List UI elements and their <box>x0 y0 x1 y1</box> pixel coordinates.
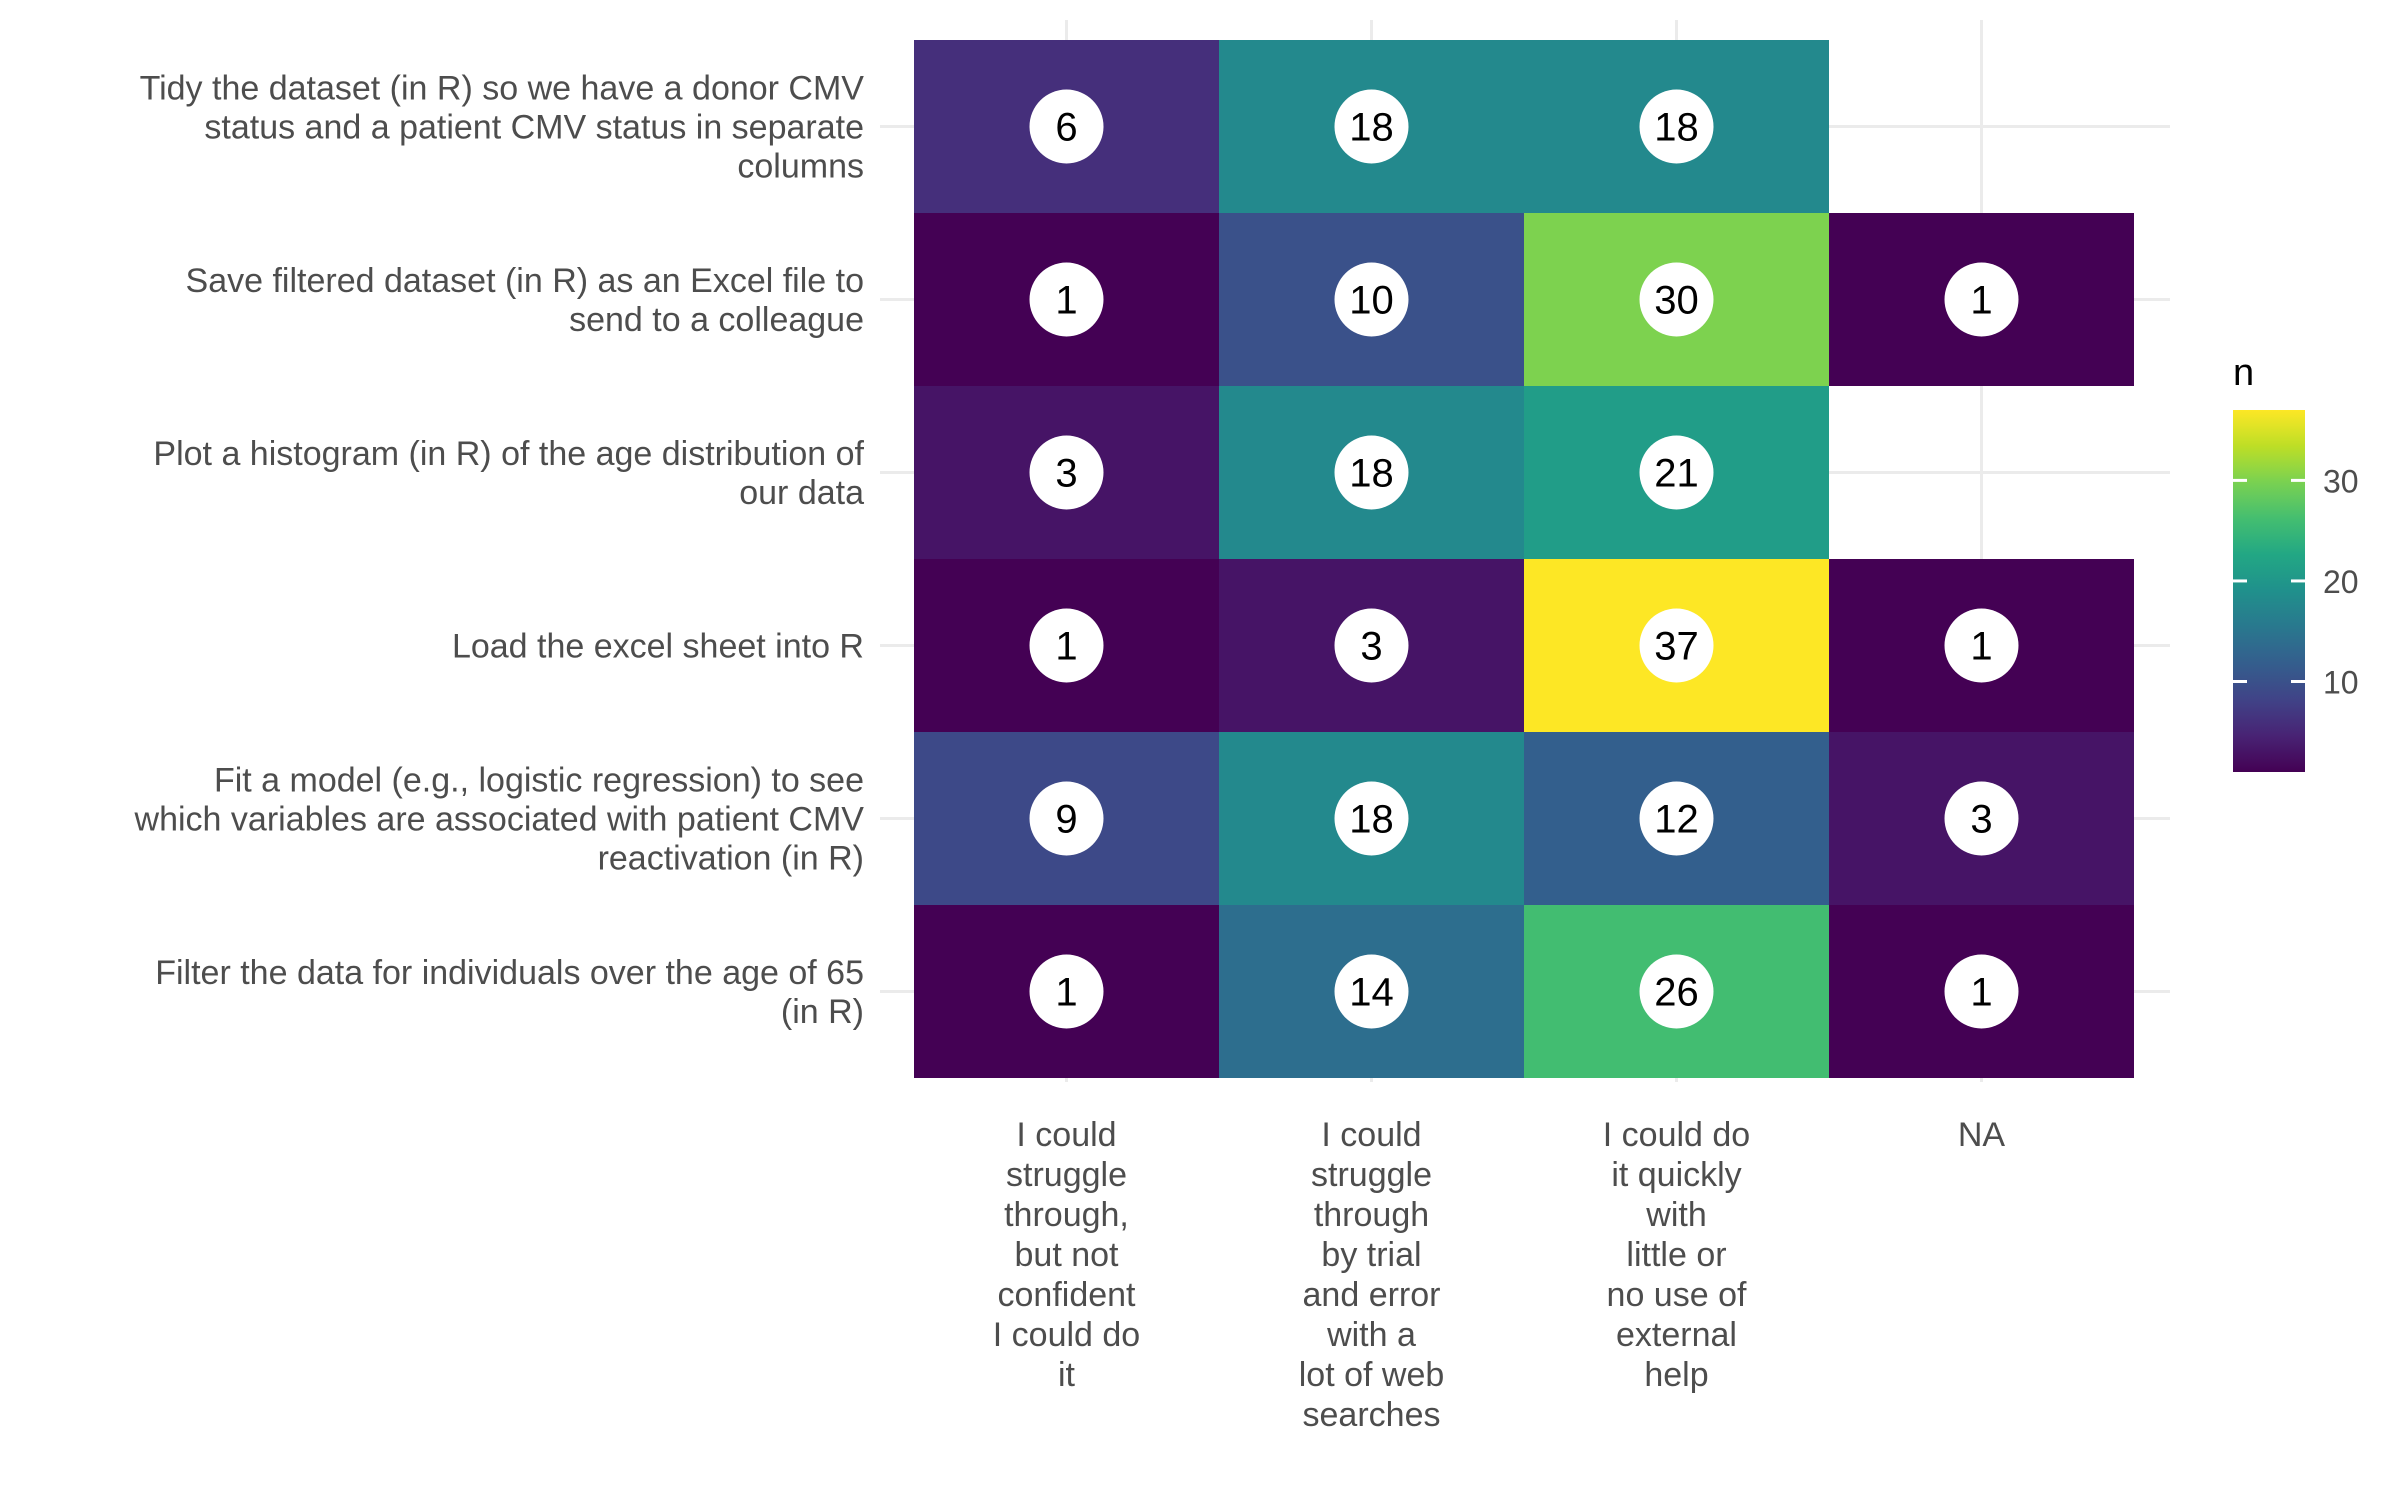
x-tick-label: NA <box>1958 1116 2006 1154</box>
cell-value-label: 12 <box>1654 798 1699 842</box>
cell-value-label: 18 <box>1349 106 1394 150</box>
cell-value-label: 37 <box>1654 625 1699 669</box>
cell-value-label: 6 <box>1055 106 1077 150</box>
cell-value-label: 1 <box>1055 279 1077 323</box>
cell-label-background <box>1029 89 1104 164</box>
cell-value-label: 1 <box>1970 971 1992 1015</box>
y-tick-label: Tidy the dataset (in R) so we have a don… <box>140 70 865 186</box>
cell-label-background <box>1639 608 1714 683</box>
cell-label-background <box>1334 954 1409 1029</box>
y-tick-label: Fit a model (e.g., logistic regression) … <box>134 762 865 878</box>
cell-value-label: 26 <box>1654 971 1699 1015</box>
cell-label-background <box>1639 781 1714 856</box>
cell-label-background <box>1639 89 1714 164</box>
cell-label-background <box>1944 781 2019 856</box>
cell-label-background <box>1944 954 2019 1029</box>
cell-layer: 6 18 18 1 10 30 1 3 18 21 1 3 37 1 9 18 12 3 1 14 26 1 <box>914 40 2134 1078</box>
cell-label-background <box>1944 262 2019 337</box>
cell-value-label: 3 <box>1970 798 1992 842</box>
cell-label-background <box>1944 608 2019 683</box>
cell-label-background <box>1639 954 1714 1029</box>
cell-value-label: 18 <box>1654 106 1699 150</box>
x-tick-label: I could struggle through, but not confident I… <box>993 1116 1140 1394</box>
cell-value-label: 9 <box>1055 798 1077 842</box>
cell-value-label: 3 <box>1055 452 1077 496</box>
y-tick-label: Load the excel sheet into R <box>452 628 864 666</box>
cell-label-background <box>1029 781 1104 856</box>
legend: n 10 20 30 <box>2233 352 2359 772</box>
legend-tick-label: 20 <box>2323 564 2359 600</box>
cell-value-label: 18 <box>1349 452 1394 496</box>
cell-label-background <box>1029 435 1104 510</box>
x-tick-label: I could do it quickly with little or no use … <box>1603 1116 1750 1394</box>
cell-label-background <box>1029 954 1104 1029</box>
cell-value-label: 10 <box>1349 279 1394 323</box>
cell-label-background <box>1334 89 1409 164</box>
cell-value-label: 1 <box>1970 279 1992 323</box>
y-tick-label: Save filtered dataset (in R) as an Excel… <box>186 262 864 339</box>
cell-label-background <box>1029 262 1104 337</box>
cell-value-label: 1 <box>1970 625 1992 669</box>
cell-value-label: 21 <box>1654 452 1699 496</box>
y-tick-label: Filter the data for individuals over the… <box>155 954 864 1031</box>
legend-tick-label: 30 <box>2323 463 2359 499</box>
label-layer: Tidy the dataset (in R) so we have a don… <box>134 70 2006 1435</box>
cell-label-background <box>1639 262 1714 337</box>
cell-label-background <box>1639 435 1714 510</box>
cell-label-background <box>1334 781 1409 856</box>
cell-value-label: 3 <box>1360 625 1382 669</box>
cell-label-background <box>1334 608 1409 683</box>
cell-value-label: 18 <box>1349 798 1394 842</box>
x-tick-label: I could struggle through by trial and error w… <box>1299 1116 1445 1434</box>
cell-label-background <box>1334 435 1409 510</box>
legend-tick-label: 10 <box>2323 665 2359 701</box>
legend-colorbar <box>2233 410 2305 772</box>
cell-value-label: 14 <box>1349 971 1394 1015</box>
cell-value-label: 1 <box>1055 625 1077 669</box>
y-tick-label: Plot a histogram (in R) of the age distr… <box>153 435 864 512</box>
cell-value-label: 30 <box>1654 279 1699 323</box>
cell-label-background <box>1029 608 1104 683</box>
cell-label-background <box>1334 262 1409 337</box>
cell-value-label: 1 <box>1055 971 1077 1015</box>
legend-title: n <box>2233 352 2254 394</box>
